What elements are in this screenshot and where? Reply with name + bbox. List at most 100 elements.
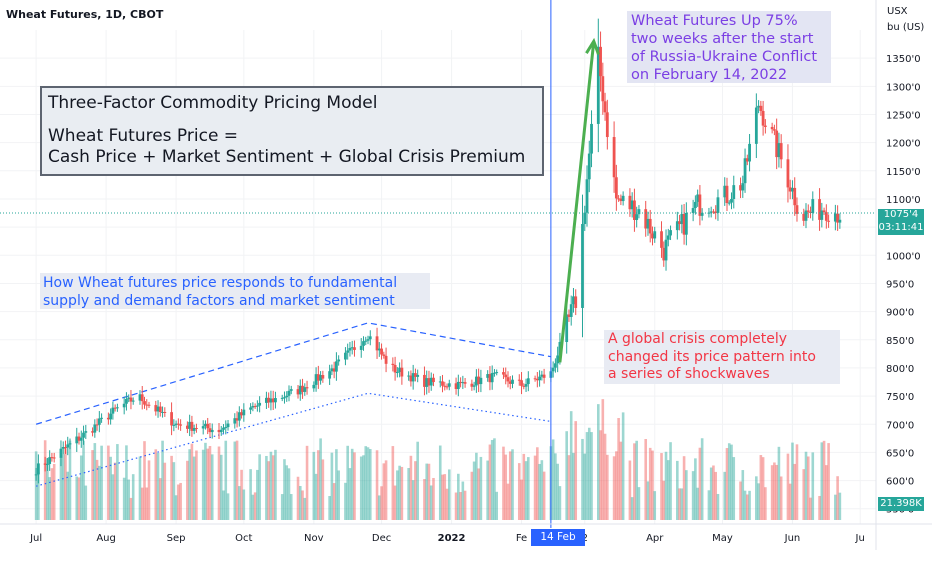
y-tick-label: 1100'0 xyxy=(886,195,921,206)
volume-bar xyxy=(441,474,444,520)
candle-body xyxy=(91,431,94,433)
volume-bar xyxy=(423,479,426,520)
volume-bar xyxy=(716,493,720,520)
volume-bar xyxy=(174,495,178,520)
candle-body xyxy=(375,336,379,351)
volume-bar xyxy=(630,497,634,520)
candle-body xyxy=(745,158,749,162)
volume-bar xyxy=(691,471,695,520)
candle-body xyxy=(454,383,458,390)
candle-body xyxy=(366,339,370,341)
volume-bar xyxy=(603,433,607,520)
candle-body xyxy=(138,394,142,401)
candle-body xyxy=(265,397,268,403)
candle-body xyxy=(255,405,259,407)
surge-line4: on February 14, 2022 xyxy=(631,67,788,83)
volume-bar xyxy=(163,462,167,520)
volume-bar xyxy=(542,471,546,520)
volume-bar xyxy=(161,440,164,520)
candle-body xyxy=(346,350,350,353)
candle-body xyxy=(359,345,363,350)
candle-body xyxy=(445,386,449,388)
candle-body xyxy=(486,374,490,378)
candle-body xyxy=(344,352,347,360)
volume-bar xyxy=(238,486,241,520)
price-chart[interactable]: 1350'01300'01250'01200'01150'01100'01050… xyxy=(0,0,932,550)
volume-bar xyxy=(615,451,618,520)
candle-body xyxy=(50,457,54,459)
symbol-title[interactable]: Wheat Futures, 1D, CBOT xyxy=(6,8,164,21)
volume-bar xyxy=(520,479,523,520)
candle-body xyxy=(195,427,198,429)
candle-body xyxy=(682,213,686,235)
candle-body xyxy=(335,361,338,372)
candle-body xyxy=(185,425,189,429)
candle-body xyxy=(653,231,657,239)
candle-body xyxy=(179,424,183,426)
volume-bar xyxy=(143,441,146,520)
last-price-value: 1075'4 xyxy=(883,209,919,220)
candle-body xyxy=(75,436,79,444)
fundamentals-annotation[interactable]: How Wheat futures price responds to fund… xyxy=(40,273,430,309)
fundamentals-line2: supply and demand factors and market sen… xyxy=(43,293,395,309)
volume-bar xyxy=(328,496,331,520)
volume-bar xyxy=(806,456,810,520)
candle-body xyxy=(743,158,747,184)
candle-body xyxy=(432,377,435,383)
candle-body xyxy=(61,447,65,449)
volume-bar xyxy=(384,460,388,520)
candle-body xyxy=(68,443,72,445)
x-tick-label: Dec xyxy=(372,533,391,544)
trend-lines xyxy=(35,322,551,487)
volume-bar xyxy=(298,485,302,520)
candle-body xyxy=(741,183,745,191)
candle-body xyxy=(296,389,300,395)
candle-body xyxy=(811,199,815,213)
candle-body xyxy=(757,105,760,108)
candle-body xyxy=(377,348,381,351)
volume-bar xyxy=(274,449,277,520)
y-tick-label: 1150'0 xyxy=(886,167,921,178)
volume-bar xyxy=(201,449,205,520)
candle-body xyxy=(204,423,207,427)
candle-body xyxy=(614,177,618,199)
volume-bar xyxy=(219,454,223,520)
y-tick-label: 1300'0 xyxy=(886,82,921,93)
candle-body xyxy=(596,46,600,124)
volume-bar xyxy=(398,465,401,520)
candle-body xyxy=(122,403,126,408)
x-tick-label: 2022 xyxy=(438,533,466,544)
volume-bar xyxy=(470,471,474,520)
crosshair-date-tag: 14 Feb '22 xyxy=(531,529,585,560)
candle-body xyxy=(219,429,223,433)
y-tick-label: 900'0 xyxy=(886,308,914,319)
volume-bar xyxy=(217,446,221,520)
candle-body xyxy=(129,397,133,402)
candle-body xyxy=(416,374,420,377)
candle-body xyxy=(504,374,508,378)
pricing-model-annotation[interactable]: Three-Factor Commodity Pricing Model Whe… xyxy=(40,86,544,176)
candle-body xyxy=(664,239,668,261)
volume-bar xyxy=(411,480,415,520)
volume-bar xyxy=(427,463,431,520)
volume-bar xyxy=(368,449,372,520)
surge-annotation[interactable]: Wheat Futures Up 75% two weeks after the… xyxy=(627,11,831,83)
volume-bar xyxy=(454,492,458,520)
volume-bar xyxy=(195,450,198,520)
candle-body xyxy=(554,363,557,368)
candle-body xyxy=(77,436,81,441)
volume-bar xyxy=(725,448,729,520)
candle-body xyxy=(732,185,736,200)
candle-body xyxy=(804,210,808,221)
volume-bar xyxy=(712,465,715,520)
candle-body xyxy=(414,373,417,377)
candle-body xyxy=(190,421,194,431)
volume-bar xyxy=(138,456,142,520)
volume-bar xyxy=(393,485,397,520)
volume-bar xyxy=(269,451,273,520)
crisis-annotation[interactable]: A global crisis completely changed its p… xyxy=(604,330,840,384)
volume-bar xyxy=(779,476,783,520)
volume-bar xyxy=(621,412,625,520)
y-axis: 1350'01300'01250'01200'01150'01100'01050… xyxy=(875,0,921,550)
x-tick-label: Jul xyxy=(29,533,42,544)
